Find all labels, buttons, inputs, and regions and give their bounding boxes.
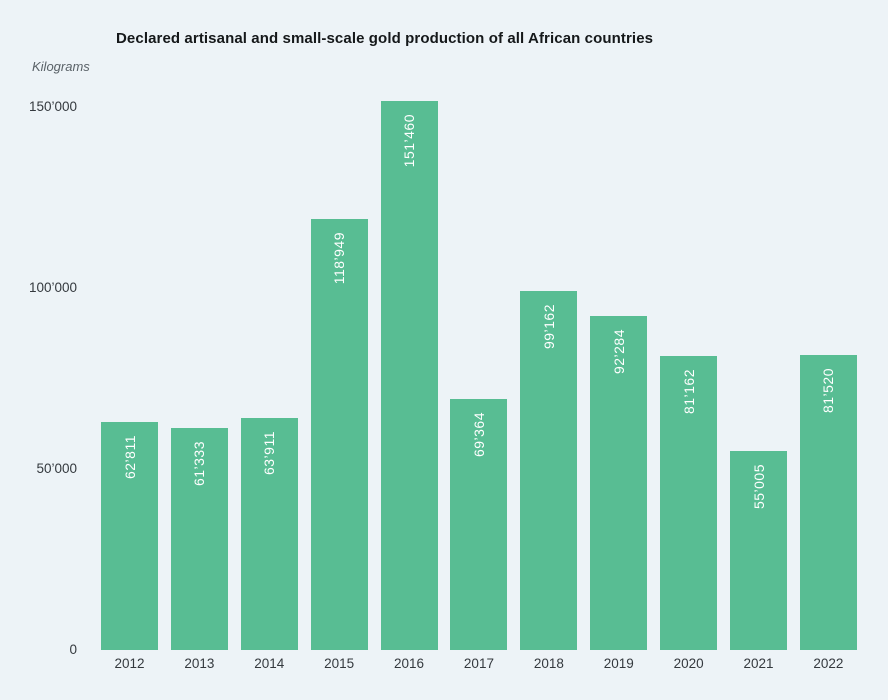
- bar-2020: 81’162: [660, 356, 718, 650]
- chart-title: Declared artisanal and small-scale gold …: [116, 30, 654, 47]
- y-tick-150000: 150’000: [28, 98, 77, 114]
- bar-value-label: 62’811: [121, 435, 138, 480]
- bar-2018: 99’162: [520, 291, 578, 650]
- bar-value-label: 99’162: [540, 304, 557, 350]
- x-tick-2022: 2022: [813, 656, 844, 671]
- x-tick-2018: 2018: [533, 656, 564, 671]
- bar-value-label: 81’520: [820, 368, 837, 414]
- bar-2014: 63’911: [240, 418, 298, 650]
- y-tick-100000: 100’000: [28, 279, 77, 295]
- x-tick-2019: 2019: [603, 656, 634, 671]
- bar-value-label: 151’460: [401, 114, 418, 168]
- x-tick-2014: 2014: [254, 656, 285, 671]
- bar-value-label: 92’284: [610, 329, 627, 375]
- bar-value-label: 69’364: [470, 412, 487, 458]
- bar-2013: 61’333: [170, 428, 228, 650]
- x-axis: 2012 2013 2014 2015 2016 2017 2018 2019 2020 2021…: [101, 656, 857, 671]
- x-tick-2016: 2016: [394, 656, 425, 671]
- y-tick-0: 0: [69, 642, 77, 657]
- bar-value-label: 63’911: [261, 431, 278, 476]
- bar-2012: 62’811: [101, 422, 158, 650]
- bar-value-label: 81’162: [680, 369, 697, 415]
- bars-area: 62’811 61’333 63’911 118’949 151’460 69’…: [101, 0, 857, 650]
- bar-2016: 151’460: [380, 101, 438, 650]
- bar-2022: 81’520: [799, 355, 857, 650]
- bar-value-label: 118’949: [331, 232, 348, 285]
- y-tick-50000: 50’000: [36, 460, 77, 476]
- x-tick-2013: 2013: [184, 656, 215, 671]
- bar-2015: 118’949: [310, 219, 368, 650]
- x-tick-2020: 2020: [673, 656, 704, 671]
- x-tick-2017: 2017: [463, 656, 494, 671]
- bar-value-label: 61’333: [191, 441, 208, 487]
- bar-value-label: 55’005: [750, 464, 767, 510]
- y-axis-unit-label: Kilograms: [32, 59, 90, 74]
- x-tick-2012: 2012: [114, 656, 145, 671]
- bar-2017: 69’364: [450, 399, 508, 650]
- x-tick-2015: 2015: [324, 656, 355, 671]
- y-axis: 150’000 100’000 50’000 0: [17, 0, 77, 700]
- bar-2021: 55’005: [730, 451, 788, 650]
- x-tick-2021: 2021: [743, 656, 774, 671]
- bar-2019: 92’284: [590, 316, 648, 650]
